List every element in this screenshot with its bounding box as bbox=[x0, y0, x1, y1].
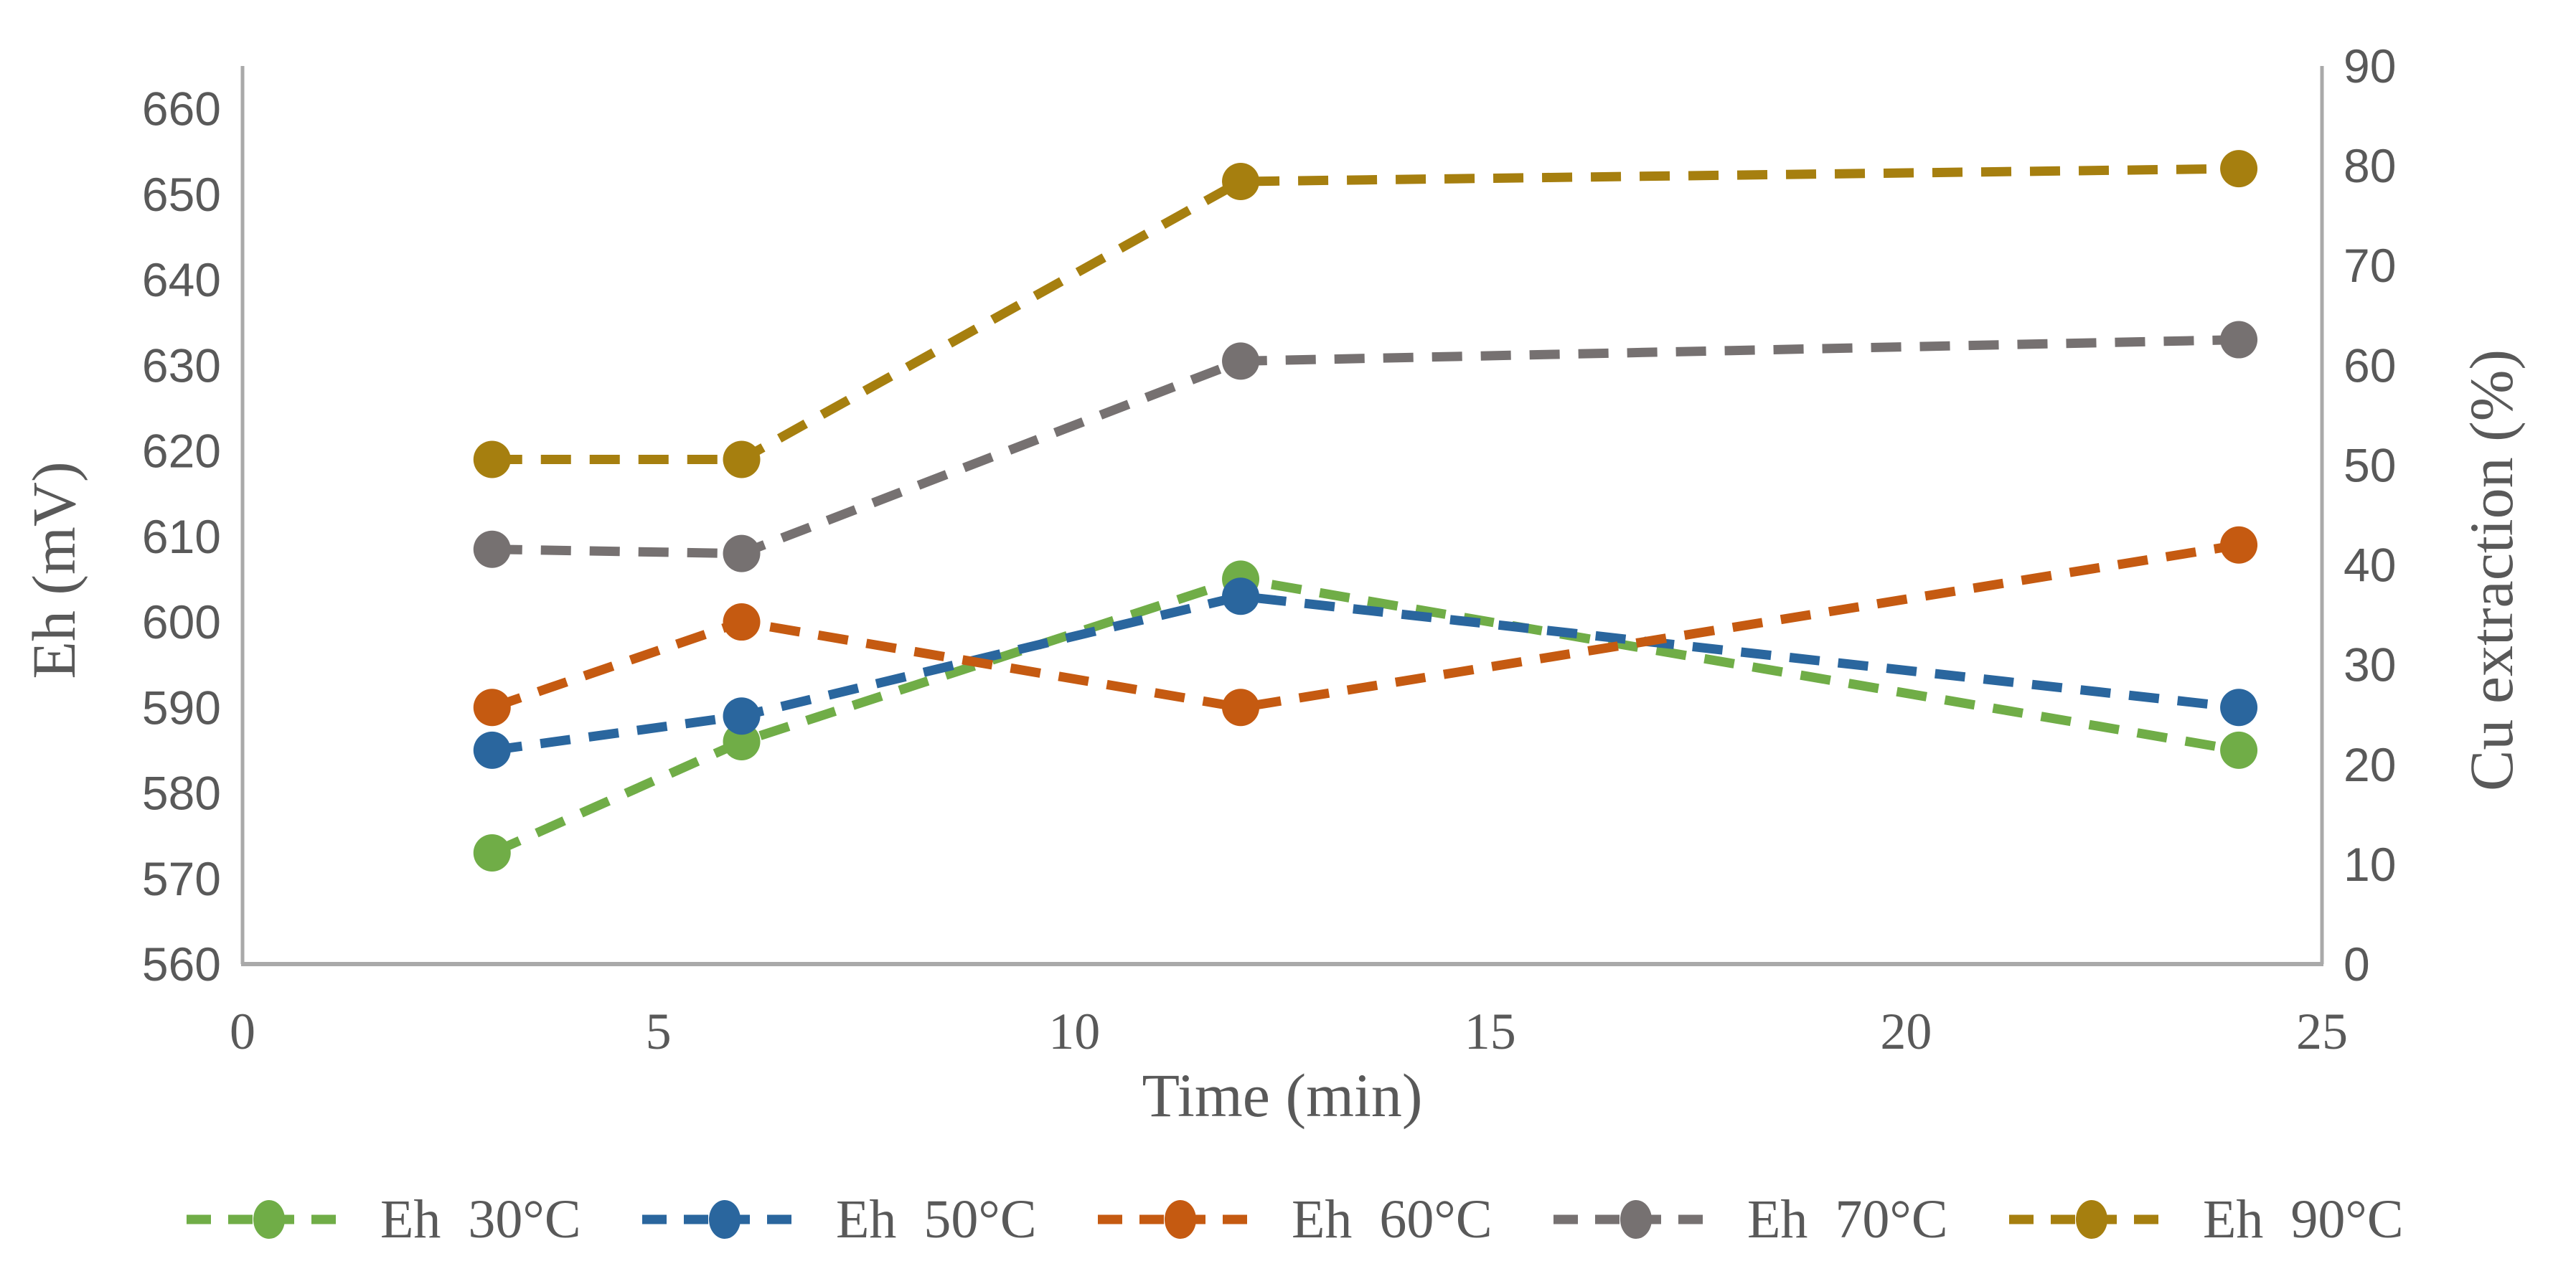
data-point-marker bbox=[723, 722, 761, 760]
right-y-tick-label: 30 bbox=[2344, 638, 2396, 691]
legend-label: Eh 70°C bbox=[1747, 1189, 1948, 1250]
right-y-tick-label: 90 bbox=[2344, 39, 2396, 93]
right-y-tick-label: 70 bbox=[2344, 239, 2396, 292]
left-y-tick-label: 620 bbox=[142, 425, 221, 478]
left-axis-title: Eh (mV) bbox=[19, 461, 88, 679]
left-y-tick-label: 610 bbox=[142, 510, 221, 563]
ticks-layer: 5605705805906006106206306406506600102030… bbox=[142, 39, 2397, 1060]
right-y-tick-label: 0 bbox=[2344, 938, 2370, 991]
right-axis-title: Cu extraction (%) bbox=[2457, 349, 2526, 791]
data-point-marker bbox=[723, 603, 761, 641]
x-tick-label: 0 bbox=[230, 1003, 255, 1060]
legend-marker bbox=[2076, 1200, 2107, 1239]
data-point-marker bbox=[1222, 342, 1260, 380]
legend-item: Eh 30°C bbox=[187, 1189, 581, 1250]
x-tick-label: 25 bbox=[2296, 1003, 2348, 1060]
series-line bbox=[492, 335, 2239, 559]
left-y-tick-label: 630 bbox=[142, 339, 221, 392]
legend-marker bbox=[1165, 1200, 1196, 1239]
series-line bbox=[492, 164, 2239, 464]
left-y-tick-label: 590 bbox=[142, 681, 221, 734]
axes-layer bbox=[240, 66, 2324, 966]
data-point-marker bbox=[2220, 689, 2258, 727]
right-y-tick-label: 20 bbox=[2344, 738, 2396, 791]
left-y-tick-label: 600 bbox=[142, 595, 221, 648]
legend-item: Eh 90°C bbox=[2009, 1189, 2404, 1250]
data-point-marker bbox=[1222, 689, 1260, 727]
data-point-marker bbox=[2220, 731, 2258, 769]
right-y-tick-label: 60 bbox=[2344, 339, 2396, 392]
legend-marker bbox=[709, 1200, 741, 1239]
titles-layer: Eh (mV) Cu extraction (%) Time (min) bbox=[19, 349, 2526, 1130]
data-point-marker bbox=[473, 440, 511, 478]
x-tick-label: 15 bbox=[1465, 1003, 1516, 1060]
data-point-marker bbox=[2220, 150, 2258, 188]
data-point-marker bbox=[2220, 321, 2258, 359]
x-tick-label: 10 bbox=[1048, 1003, 1100, 1060]
left-y-tick-label: 650 bbox=[142, 168, 221, 221]
data-point-marker bbox=[723, 697, 761, 735]
data-point-marker bbox=[473, 834, 511, 872]
data-point-marker bbox=[723, 534, 761, 572]
x-tick-label: 5 bbox=[646, 1003, 672, 1060]
x-tick-label: 20 bbox=[1880, 1003, 1932, 1060]
data-point-marker bbox=[2220, 526, 2258, 564]
legend-item: Eh 60°C bbox=[1098, 1189, 1493, 1250]
data-point-marker bbox=[473, 530, 511, 568]
legend: Eh 30°C Eh 50°C Eh 60°C Eh 70°C Eh 90°C bbox=[187, 1189, 2404, 1250]
data-point-marker bbox=[1222, 162, 1260, 200]
data-point-marker bbox=[473, 731, 511, 769]
series-line bbox=[491, 591, 2239, 755]
legend-item: Eh 70°C bbox=[1553, 1189, 1948, 1250]
legend-marker bbox=[1620, 1200, 1652, 1239]
legend-label: Eh 50°C bbox=[836, 1189, 1037, 1250]
right-y-tick-label: 40 bbox=[2344, 539, 2396, 592]
legend-label: Eh 60°C bbox=[1292, 1189, 1493, 1250]
left-y-tick-label: 560 bbox=[142, 938, 221, 991]
legend-label: Eh 90°C bbox=[2203, 1189, 2404, 1250]
data-point-marker bbox=[1222, 577, 1260, 615]
series-line bbox=[490, 540, 2240, 712]
right-y-tick-label: 80 bbox=[2344, 139, 2396, 192]
data-point-marker bbox=[723, 440, 761, 478]
left-y-tick-label: 640 bbox=[142, 253, 221, 306]
legend-item: Eh 50°C bbox=[642, 1189, 1037, 1250]
legend-marker bbox=[253, 1200, 285, 1239]
legend-label: Eh 30°C bbox=[380, 1189, 581, 1250]
left-y-tick-label: 660 bbox=[142, 82, 221, 136]
x-axis-title: Time (min) bbox=[1142, 1061, 1422, 1130]
right-y-tick-label: 10 bbox=[2344, 838, 2396, 891]
data-point-marker bbox=[473, 689, 511, 727]
left-y-tick-label: 580 bbox=[142, 767, 221, 820]
right-y-tick-label: 50 bbox=[2344, 438, 2396, 491]
series-layer bbox=[473, 150, 2258, 872]
left-y-tick-label: 570 bbox=[142, 852, 221, 905]
